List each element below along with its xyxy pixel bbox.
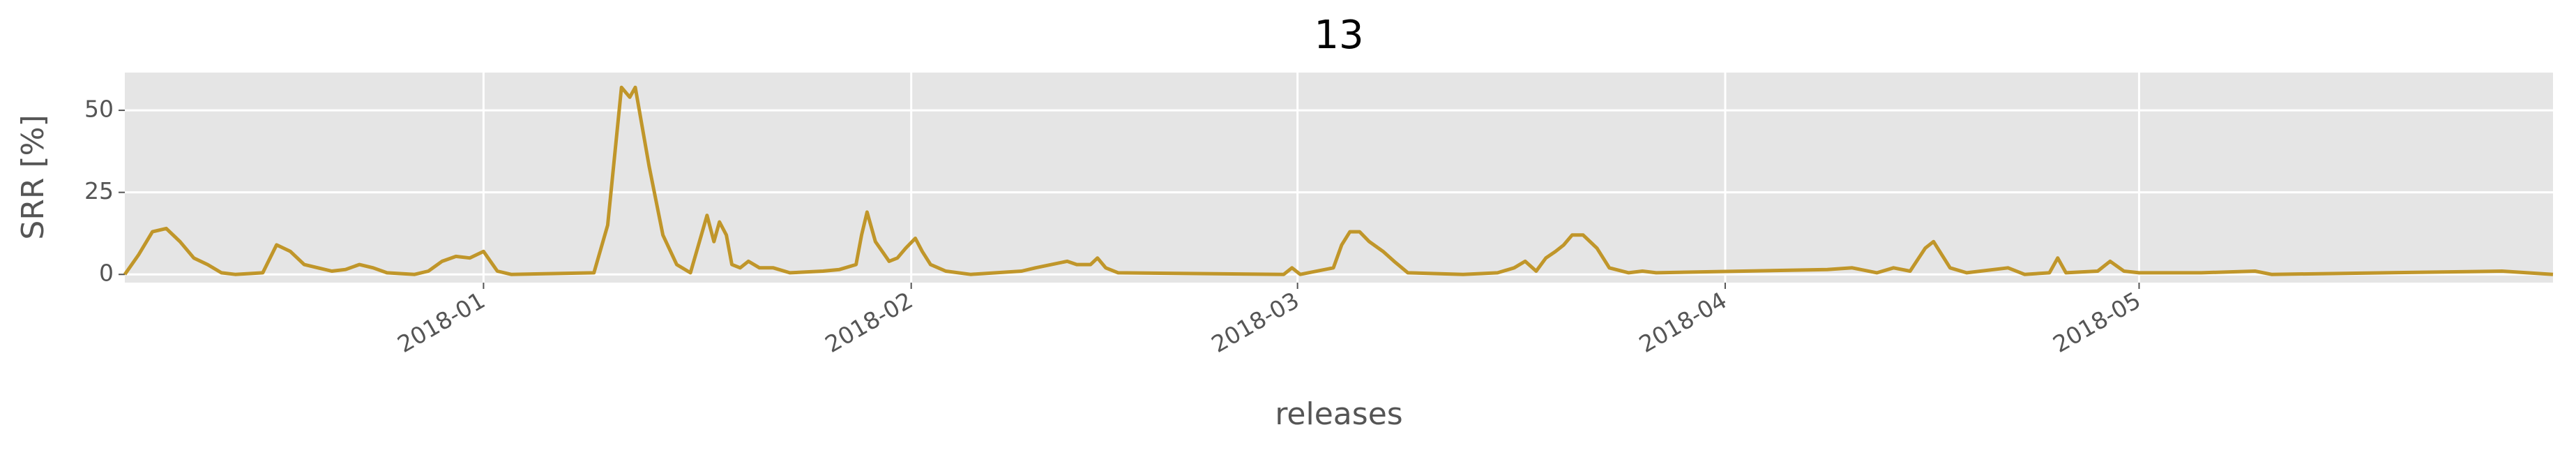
y-tick-label: 25 [84, 177, 114, 204]
x-tick-label: 2018-03 [1206, 286, 1303, 358]
y-axis-label: SRR [%] [15, 114, 51, 239]
x-tick-label: 2018-04 [1635, 286, 1732, 358]
x-tick-label: 2018-02 [821, 286, 918, 358]
y-tick-label: 50 [84, 96, 114, 123]
data-line [123, 85, 2554, 276]
x-tick-label: 2018-01 [393, 286, 490, 358]
chart-title: 13 [1314, 13, 1363, 58]
x-tick-label: 2018-05 [2048, 286, 2145, 358]
y-tick-label: 0 [99, 260, 114, 287]
x-axis-label: releases [1275, 396, 1402, 432]
